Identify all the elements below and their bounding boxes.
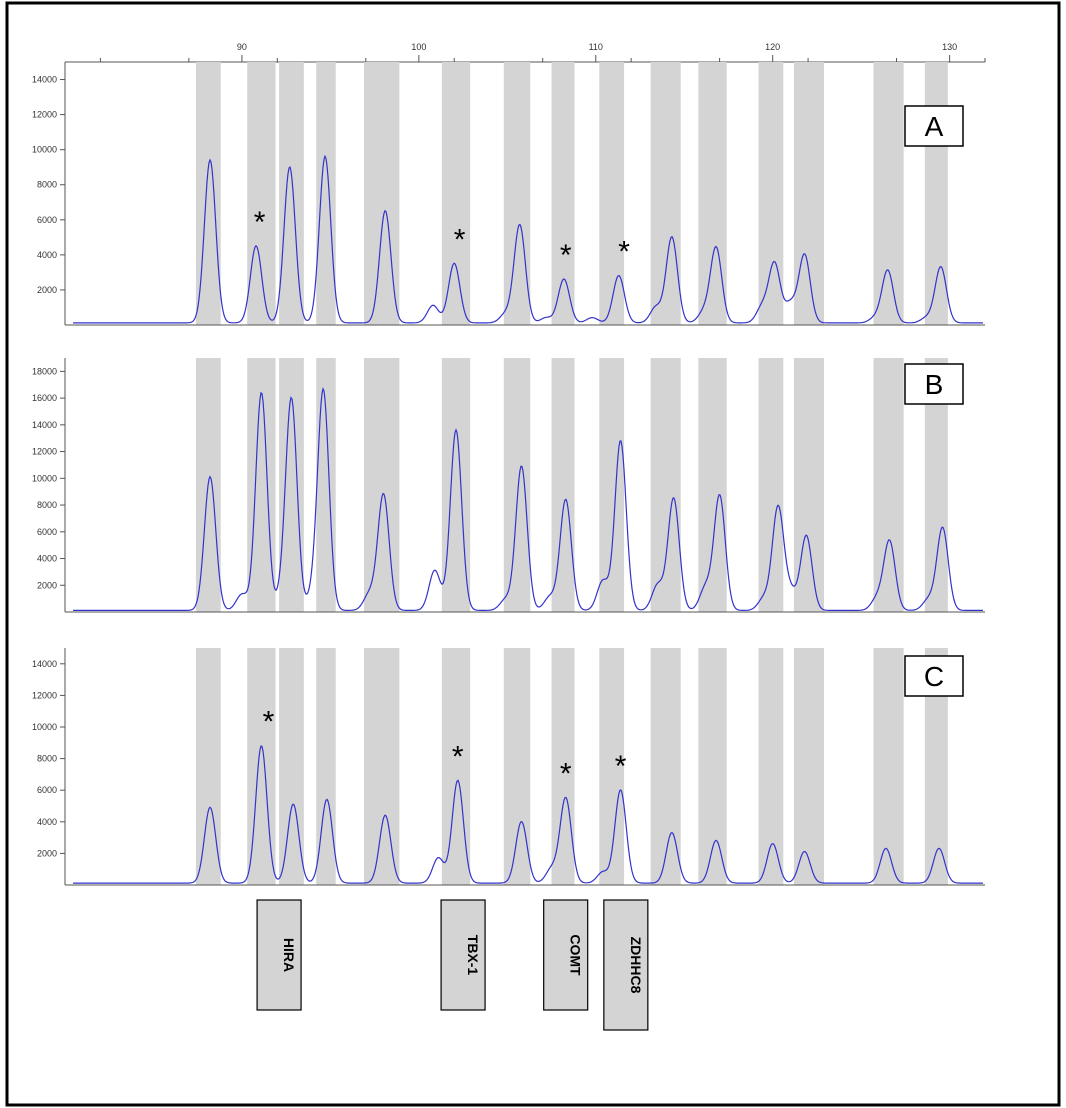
- panel-label: C: [924, 661, 944, 692]
- size-bin: [924, 648, 948, 885]
- y-axis-tick-label: 10000: [32, 473, 57, 483]
- size-bin: [279, 358, 304, 612]
- y-axis-tick-label: 14000: [32, 75, 57, 85]
- signal-trace: [73, 745, 983, 884]
- y-axis-tick-label: 6000: [37, 215, 57, 225]
- size-bin: [599, 648, 625, 885]
- significance-asterisk: *: [618, 236, 630, 269]
- y-axis-tick-label: 4000: [37, 554, 57, 564]
- significance-asterisk: *: [263, 706, 275, 739]
- size-bin: [793, 62, 824, 325]
- size-bin: [503, 358, 531, 612]
- size-bin: [599, 62, 625, 325]
- size-bin: [364, 358, 400, 612]
- gene-label-text: ZDHHC8: [628, 937, 644, 994]
- gene-label-text: COMT: [568, 934, 584, 976]
- size-bin: [316, 648, 336, 885]
- y-axis-tick-label: 2000: [37, 580, 57, 590]
- top-axis-tick-label: 130: [942, 42, 957, 52]
- gene-label-hira: HIRA: [256, 899, 302, 1011]
- y-axis-tick-label: 18000: [32, 366, 57, 376]
- y-axis-tick-label: 12000: [32, 690, 57, 700]
- signal-trace: [73, 154, 983, 324]
- size-bin: [503, 62, 531, 325]
- gene-label-text: HIRA: [281, 938, 297, 972]
- panel-a: 2000 4000 6000 8000 10000 12000 14000 * * * * A: [32, 62, 985, 326]
- gene-label-box: [440, 899, 486, 1011]
- top-axis-tick-label: 110: [589, 42, 603, 52]
- y-axis-tick-label: 4000: [37, 817, 57, 827]
- significance-asterisk: *: [615, 750, 627, 783]
- signal-trace: [73, 387, 983, 611]
- size-bin: [247, 62, 276, 325]
- size-bin: [503, 648, 531, 885]
- size-bin: [758, 62, 784, 325]
- size-bin: [551, 648, 575, 885]
- y-axis-tick-label: 10000: [32, 722, 57, 732]
- panel-label-box: [904, 105, 964, 147]
- top-axis-tick-label: 100: [411, 42, 426, 52]
- size-bin: [758, 358, 784, 612]
- size-bin: [924, 358, 948, 612]
- size-bin: [873, 358, 904, 612]
- size-bin: [793, 648, 824, 885]
- significance-asterisk: *: [452, 740, 464, 773]
- top-axis-tick-label: 90: [237, 42, 247, 52]
- gene-label-text: TBX-1: [465, 935, 481, 976]
- size-bin: [247, 358, 276, 612]
- size-bin: [650, 62, 681, 325]
- y-axis-tick-label: 6000: [37, 527, 57, 537]
- y-axis-tick-label: 14000: [32, 659, 57, 669]
- size-bin: [758, 648, 784, 885]
- size-bin: [650, 648, 681, 885]
- gene-label-comt: COMT: [543, 899, 589, 1011]
- y-axis-tick-label: 10000: [32, 145, 57, 155]
- gene-label-box: [603, 899, 649, 1031]
- size-bin: [650, 358, 681, 612]
- size-bin: [279, 62, 304, 325]
- significance-asterisk: *: [560, 758, 572, 791]
- panel-label-box: [904, 655, 964, 697]
- panel-label: B: [925, 369, 944, 400]
- significance-asterisk: *: [454, 223, 466, 256]
- size-bin: [195, 62, 221, 325]
- panel-c: 2000 4000 6000 8000 10000 12000 14000 * * * * C: [32, 648, 985, 886]
- size-bin: [551, 62, 575, 325]
- y-axis-tick-label: 16000: [32, 393, 57, 403]
- y-axis-tick-label: 12000: [32, 447, 57, 457]
- gene-label-box: [256, 899, 302, 1011]
- size-bin: [698, 358, 727, 612]
- size-bin: [599, 358, 625, 612]
- top-axis-tick-label: 120: [765, 42, 780, 52]
- significance-asterisk: *: [560, 239, 572, 272]
- y-axis-tick-label: 14000: [32, 420, 57, 430]
- gene-label-zdhhc8: ZDHHC8: [603, 899, 649, 1031]
- size-bin: [873, 62, 904, 325]
- size-bin: [441, 62, 471, 325]
- panel-label: A: [925, 111, 944, 142]
- size-bin: [316, 358, 336, 612]
- size-bin: [316, 62, 336, 325]
- y-axis-tick-label: 8000: [37, 500, 57, 510]
- panel-b: 2000 4000 6000 8000 10000 12000 14000 16000 1800…: [32, 358, 985, 613]
- size-bin: [551, 358, 575, 612]
- gene-label-tbx1: TBX-1: [440, 899, 486, 1011]
- y-axis-tick-label: 2000: [37, 848, 57, 858]
- gene-label-box: [543, 899, 589, 1011]
- size-bin: [924, 62, 948, 325]
- size-bin: [364, 648, 400, 885]
- y-axis-tick-label: 6000: [37, 785, 57, 795]
- y-axis-tick-label: 8000: [37, 754, 57, 764]
- gene-labels: HIRA TBX-1 COMT ZDHHC8: [256, 899, 649, 1031]
- y-axis-tick-label: 2000: [37, 285, 57, 295]
- y-axis-tick-label: 8000: [37, 180, 57, 190]
- size-bin: [698, 648, 727, 885]
- size-bin: [873, 648, 904, 885]
- y-axis-tick-label: 4000: [37, 250, 57, 260]
- significance-asterisk: *: [254, 206, 266, 239]
- y-axis-tick-label: 12000: [32, 110, 57, 120]
- panel-label-box: [904, 363, 964, 405]
